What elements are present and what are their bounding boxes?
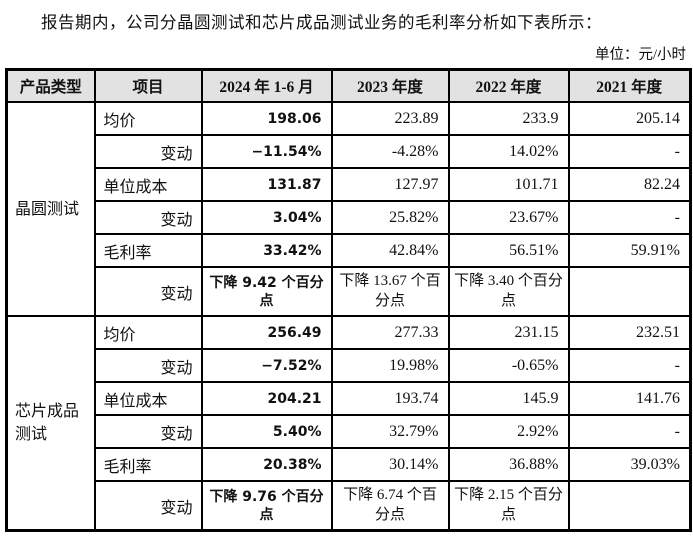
- cell-value-2023: 32.79%: [330, 414, 450, 450]
- cell-value-2024: 33.42%: [200, 233, 333, 269]
- cell-value-2024: 256.49: [200, 315, 333, 351]
- cell-value-2022: 下降 3.40 个百分点: [447, 266, 570, 318]
- cell-value-2023: 193.74: [330, 381, 450, 417]
- cell-value-2021: 39.03%: [567, 447, 692, 483]
- cell-value-2021: -: [567, 414, 692, 450]
- item-cell: 变动: [93, 266, 203, 318]
- table-row: 单位成本 204.21 193.74 145.9 141.76: [7, 381, 692, 417]
- table-row: 芯片成品测试 均价 256.49 277.33 231.15 232.51: [5, 315, 692, 532]
- table-row: 变动 −7.52% 19.98% -0.65% -: [7, 348, 692, 384]
- item-cell: 毛利率: [93, 233, 203, 269]
- table-row: 变动 −11.54% -4.28% 14.02% -: [7, 134, 692, 170]
- cell-value-2022: 23.67%: [447, 200, 570, 236]
- item-cell: 单位成本: [93, 381, 203, 417]
- unit-label: 单位：元/小时: [594, 47, 686, 64]
- cell-value-2024: −7.52%: [200, 348, 333, 384]
- col-header-product-type: 产品类型: [5, 68, 96, 104]
- cell-value-2023: 223.89: [330, 101, 450, 137]
- cell-value-2023: 30.14%: [330, 447, 450, 483]
- cell-value-2022: 101.71: [447, 167, 570, 203]
- cell-value-2022: 233.9: [447, 101, 570, 137]
- gross-margin-table: 产品类型 项目 2024 年 1-6 月 2023 年度 2022 年度 202…: [5, 68, 692, 533]
- cell-value-2021: -: [567, 134, 692, 170]
- col-header-2024: 2024 年 1-6 月: [200, 68, 333, 104]
- table-row: 变动 下降 9.42 个百分点 下降 13.67 个百分点 下降 3.40 个百…: [7, 266, 692, 318]
- cell-value-2023: 下降 6.74 个百分点: [330, 480, 450, 532]
- cell-value-2023: -4.28%: [330, 134, 450, 170]
- cell-value-2022: 14.02%: [447, 134, 570, 170]
- cell-value-2024: 131.87: [200, 167, 333, 203]
- cell-value-2024: 5.40%: [200, 414, 333, 450]
- col-header-item: 项目: [93, 68, 203, 104]
- col-header-2021: 2021 年度: [567, 68, 692, 104]
- table-row: 晶圆测试 均价 198.06 223.89 233.9 205.14: [5, 101, 692, 318]
- cell-value-2023: 25.82%: [330, 200, 450, 236]
- item-cell: 单位成本: [93, 167, 203, 203]
- cell-value-2024: 204.21: [200, 381, 333, 417]
- category-cell-chip-final-test: 芯片成品测试: [5, 315, 96, 532]
- item-cell: 变动: [93, 480, 203, 532]
- table-row: 毛利率 20.38% 30.14% 36.88% 39.03%: [7, 447, 692, 483]
- document-page: 报告期内，公司分晶圆测试和芯片成品测试业务的毛利率分析如下表所示： 单位：元/小…: [0, 12, 693, 533]
- cell-value-2024: −11.54%: [200, 134, 333, 170]
- table-row: 变动 5.40% 32.79% 2.92% -: [7, 414, 692, 450]
- cell-value-2024: 下降 9.76 个百分点: [200, 480, 333, 532]
- cell-value-2024: 20.38%: [200, 447, 333, 483]
- item-cell: 毛利率: [93, 447, 203, 483]
- cell-value-2021: [567, 480, 692, 532]
- cell-value-2023: 19.98%: [330, 348, 450, 384]
- cell-value-2022: 56.51%: [447, 233, 570, 269]
- col-header-2022: 2022 年度: [447, 68, 570, 104]
- category-cell-wafer-test: 晶圆测试: [5, 101, 96, 318]
- intro-paragraph: 报告期内，公司分晶圆测试和芯片成品测试业务的毛利率分析如下表所示：: [41, 13, 602, 32]
- cell-value-2021: -: [567, 348, 692, 384]
- cell-value-2022: 145.9: [447, 381, 570, 417]
- cell-value-2022: 231.15: [447, 315, 570, 351]
- item-cell: 均价: [93, 101, 203, 137]
- item-cell: 均价: [93, 315, 203, 351]
- table-row: 变动 3.04% 25.82% 23.67% -: [7, 200, 692, 236]
- col-header-2023: 2023 年度: [330, 68, 450, 104]
- cell-value-2021: 82.24: [567, 167, 692, 203]
- table-row: 单位成本 131.87 127.97 101.71 82.24: [7, 167, 692, 203]
- cell-value-2022: 下降 2.15 个百分点: [447, 480, 570, 532]
- cell-value-2021: 141.76: [567, 381, 692, 417]
- cell-value-2023: 下降 13.67 个百分点: [330, 266, 450, 318]
- table-row: 变动 下降 9.76 个百分点 下降 6.74 个百分点 下降 2.15 个百分…: [7, 480, 692, 532]
- cell-value-2021: -: [567, 200, 692, 236]
- cell-value-2021: [567, 266, 692, 318]
- cell-value-2021: 59.91%: [567, 233, 692, 269]
- cell-value-2022: -0.65%: [447, 348, 570, 384]
- cell-value-2024: 下降 9.42 个百分点: [200, 266, 333, 318]
- cell-value-2022: 2.92%: [447, 414, 570, 450]
- cell-value-2023: 127.97: [330, 167, 450, 203]
- cell-value-2023: 42.84%: [330, 233, 450, 269]
- cell-value-2022: 36.88%: [447, 447, 570, 483]
- cell-value-2023: 277.33: [330, 315, 450, 351]
- item-cell: 变动: [93, 134, 203, 170]
- cell-value-2024: 3.04%: [200, 200, 333, 236]
- item-cell: 变动: [93, 200, 203, 236]
- table-header-row: 产品类型 项目 2024 年 1-6 月 2023 年度 2022 年度 202…: [5, 68, 692, 104]
- cell-value-2024: 198.06: [200, 101, 333, 137]
- cell-value-2021: 232.51: [567, 315, 692, 351]
- table-row: 毛利率 33.42% 42.84% 56.51% 59.91%: [7, 233, 692, 269]
- item-cell: 变动: [93, 414, 203, 450]
- item-cell: 变动: [93, 348, 203, 384]
- cell-value-2021: 205.14: [567, 101, 692, 137]
